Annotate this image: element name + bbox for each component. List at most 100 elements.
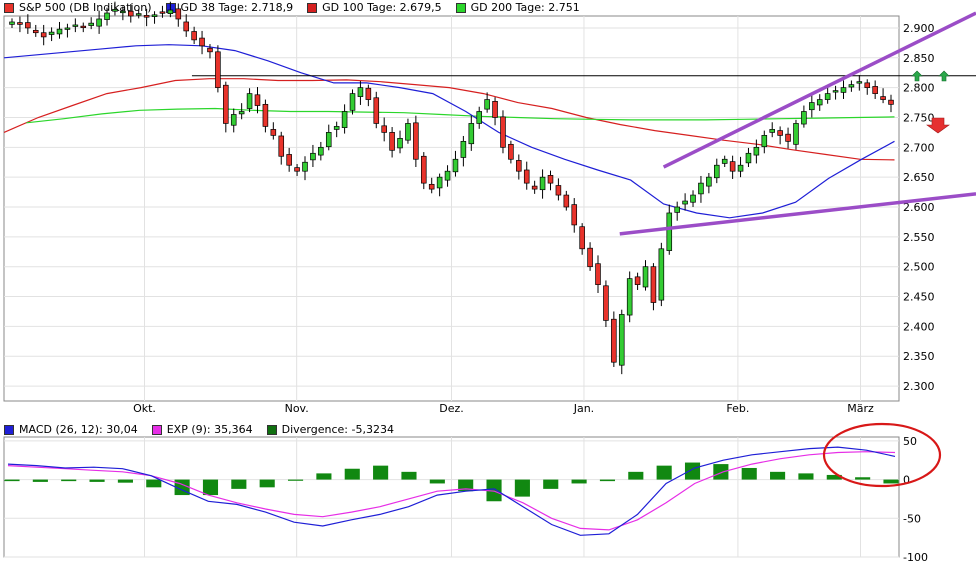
candle-down bbox=[365, 87, 372, 100]
candle-up bbox=[674, 206, 680, 213]
candle-down bbox=[373, 97, 380, 124]
macd-tick-label: -50 bbox=[903, 512, 921, 525]
candle-down bbox=[729, 161, 736, 172]
price-tick-label: 2.850 bbox=[903, 52, 935, 65]
candle-down bbox=[389, 132, 395, 151]
month-label: März bbox=[847, 402, 874, 415]
macd-tick-label: 0 bbox=[903, 474, 910, 487]
candle-down bbox=[516, 160, 522, 172]
candle-up bbox=[246, 93, 253, 109]
legend-label: GD 200 Tage: 2.751 bbox=[470, 1, 580, 14]
candle-down bbox=[650, 266, 657, 303]
up-arrow-icon bbox=[938, 70, 950, 82]
candle-up bbox=[310, 152, 316, 161]
macd-tick-label: 50 bbox=[903, 435, 917, 448]
divergence-bar bbox=[373, 465, 389, 480]
candle-down bbox=[492, 101, 498, 118]
candle-down bbox=[523, 169, 530, 184]
candle-down bbox=[17, 22, 23, 25]
candle-up bbox=[341, 111, 348, 128]
candle-down bbox=[128, 10, 134, 17]
candle-up bbox=[714, 164, 720, 179]
divergence-bar bbox=[855, 477, 871, 480]
candle-down bbox=[199, 37, 205, 47]
legend-item-gd200: GD 200 Tage: 2.751 bbox=[455, 1, 580, 14]
candle-down bbox=[563, 194, 570, 208]
candle-down bbox=[40, 32, 47, 38]
price-tick-label: 2.400 bbox=[903, 320, 935, 333]
divergence-bar bbox=[684, 462, 701, 480]
candle-up bbox=[809, 102, 815, 111]
candle-down bbox=[254, 94, 261, 106]
candle-up bbox=[397, 138, 403, 149]
divergence-bar bbox=[713, 464, 729, 480]
divergence-bar bbox=[117, 479, 133, 483]
candle-down bbox=[191, 31, 197, 41]
price-tick-label: 2.750 bbox=[903, 111, 935, 124]
candle-down bbox=[500, 116, 506, 148]
divergence-bar bbox=[146, 479, 162, 488]
candle-down bbox=[611, 318, 617, 363]
price-tick-label: 2.650 bbox=[903, 171, 935, 184]
divergence-bar bbox=[571, 479, 587, 484]
candle-up bbox=[64, 27, 71, 30]
candle-up bbox=[745, 152, 752, 164]
candle-up bbox=[761, 135, 768, 148]
highlight-ellipse bbox=[822, 422, 942, 488]
candle-up bbox=[618, 314, 625, 366]
candle-down bbox=[207, 47, 213, 53]
legend-item-sp500: S&P 500 (DB Indikation) bbox=[4, 1, 152, 14]
candle-down bbox=[888, 99, 894, 105]
candle-down bbox=[555, 185, 562, 196]
candle-up bbox=[832, 90, 839, 93]
candle-up bbox=[167, 9, 174, 14]
divergence-bar bbox=[202, 479, 219, 496]
candle-down bbox=[421, 155, 427, 184]
candle-up bbox=[816, 99, 823, 106]
candle-down bbox=[880, 96, 886, 100]
candle-up bbox=[349, 93, 356, 111]
candle-down bbox=[159, 11, 166, 14]
price-tick-label: 2.600 bbox=[903, 201, 935, 214]
ma-100-line bbox=[3, 78, 895, 161]
macd-tick-label: -100 bbox=[903, 551, 928, 564]
legend-item-divergence: Divergence: -5,3234 bbox=[266, 423, 394, 436]
candle-up bbox=[104, 12, 110, 20]
candle-up bbox=[793, 123, 799, 145]
candle-up bbox=[302, 161, 308, 172]
divergence-bar bbox=[514, 479, 530, 497]
divergence-bar bbox=[32, 479, 48, 482]
legend-swatch bbox=[151, 424, 162, 435]
month-label: Feb. bbox=[726, 402, 749, 415]
legend-label: GD 38 Tage: 2.718,9 bbox=[180, 1, 294, 14]
candle-up bbox=[856, 81, 863, 84]
divergence-bar bbox=[287, 479, 304, 481]
legend-label: S&P 500 (DB Indikation) bbox=[19, 1, 152, 14]
month-label: Nov. bbox=[285, 402, 309, 415]
price-tick-label: 2.550 bbox=[903, 231, 935, 244]
candle-down bbox=[571, 204, 578, 226]
candle-down bbox=[262, 103, 269, 127]
divergence-bar bbox=[4, 479, 20, 482]
candle-up bbox=[626, 278, 633, 316]
candle-up bbox=[690, 194, 696, 203]
candle-up bbox=[824, 93, 831, 100]
candle-down bbox=[603, 285, 609, 321]
divergence-bar bbox=[401, 471, 417, 480]
candle-down bbox=[428, 183, 435, 190]
legend-label: Divergence: -5,3234 bbox=[281, 423, 394, 436]
legend-item-gd100: GD 100 Tage: 2.679,5 bbox=[307, 1, 442, 14]
candle-up bbox=[658, 248, 665, 301]
candle-down bbox=[785, 133, 791, 142]
candle-up bbox=[96, 18, 102, 27]
candle-up bbox=[120, 10, 126, 14]
legend-label: GD 100 Tage: 2.679,5 bbox=[322, 1, 442, 14]
candle-down bbox=[508, 143, 514, 160]
candle-down bbox=[25, 22, 31, 29]
divergence-bar bbox=[543, 479, 559, 489]
month-label: Okt. bbox=[133, 402, 156, 415]
divergence-bar bbox=[429, 479, 445, 484]
price-tick-label: 2.350 bbox=[903, 350, 935, 363]
legend-swatch bbox=[307, 2, 318, 13]
